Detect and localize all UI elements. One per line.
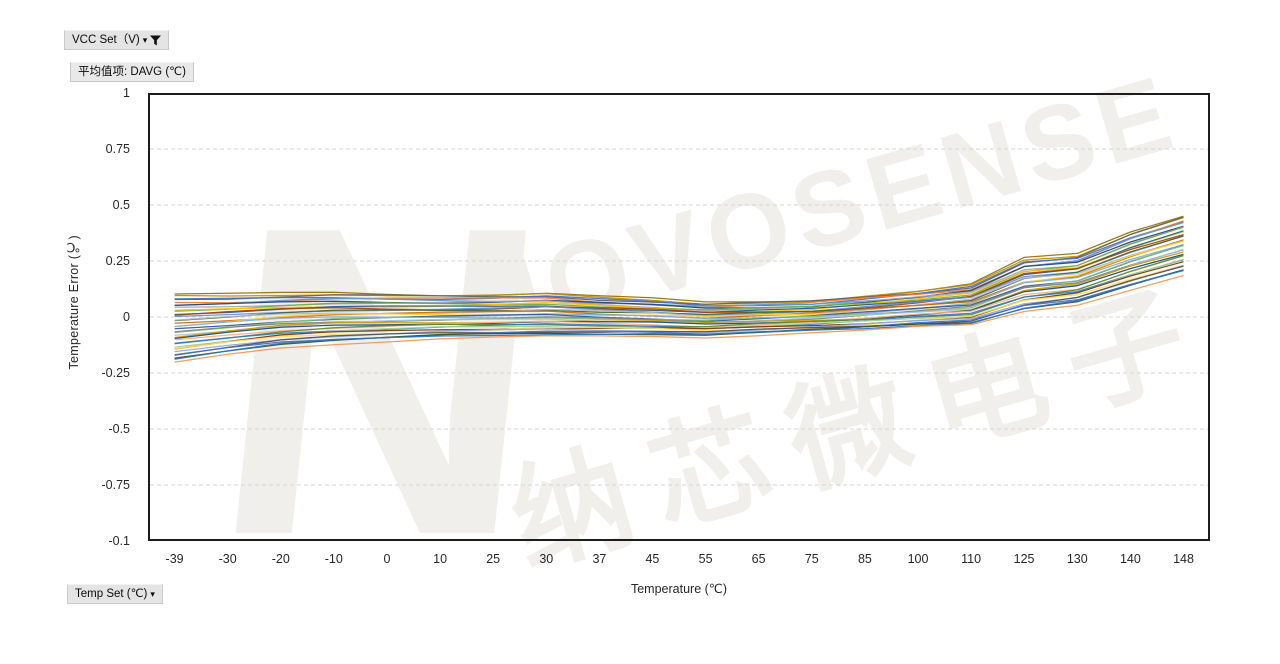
x-tick-label: 85: [857, 552, 872, 566]
plot-border: [148, 93, 1210, 541]
x-tick-label: 65: [751, 552, 766, 566]
x-tick-label: 55: [698, 552, 713, 566]
x-tick-label: -39: [165, 552, 184, 566]
x-tick-label: 110: [961, 552, 982, 566]
average-value-field-label: 平均值项: DAVG (℃): [78, 66, 186, 78]
plot-svg: [148, 93, 1210, 541]
x-tick-label: 30: [539, 552, 554, 566]
y-tick-label: 0.25: [105, 254, 130, 268]
y-tick-label: 0.75: [105, 142, 130, 156]
x-tick-label: 100: [907, 552, 929, 566]
x-tick-label: -30: [218, 552, 237, 566]
series-line-s24: [174, 253, 1184, 340]
average-value-field-button[interactable]: 平均值项: DAVG (℃): [70, 62, 194, 82]
series-line-s11: [174, 230, 1184, 316]
x-axis-tick-labels: -39 -30 -20 -10 0 10 25 30 37 45 55 65 75 85 100 110 125…: [148, 551, 1210, 569]
series-line-s07: [174, 225, 1184, 309]
y-tick-label: 1: [123, 86, 130, 100]
temp-set-field-label: Temp Set (℃): [75, 588, 148, 600]
x-tick-label: -10: [324, 552, 343, 566]
series-line-s01: [174, 215, 1184, 303]
chevron-down-icon: ▾: [142, 35, 148, 45]
x-tick-label: 25: [486, 552, 501, 566]
x-tick-label: 140: [1119, 552, 1141, 566]
series-line-s35: [174, 269, 1184, 360]
x-tick-label: 75: [804, 552, 819, 566]
x-tick-label: 37: [592, 552, 607, 566]
y-tick-label: 0: [123, 310, 130, 324]
y-tick-label: 0.5: [112, 198, 130, 212]
x-axis-title: Temperature (℃): [630, 582, 727, 596]
y-tick-label: -0.25: [101, 366, 131, 380]
series-line-s36: [174, 274, 1184, 363]
y-tick-label: -0.75: [101, 478, 131, 492]
filter-funnel-icon: [150, 35, 162, 46]
x-tick-label: 0: [383, 552, 391, 566]
y-axis-tick-labels: 1 0.75 0.5 0.25 0 -0.25 -0.5 -0.75 -0.1: [58, 86, 138, 548]
x-tick-label: -20: [271, 552, 290, 566]
y-tick-label: -0.5: [108, 422, 130, 436]
y-tick-label: -0.1: [108, 534, 130, 548]
series-line-s18: [174, 243, 1184, 328]
series-line-s30: [174, 264, 1184, 350]
vcc-set-field-button[interactable]: VCC Set（V) ▾: [64, 30, 170, 50]
x-tick-label: 125: [1013, 552, 1035, 566]
vcc-set-field-label: VCC Set（V): [72, 34, 140, 46]
x-tick-label: 10: [433, 552, 448, 566]
y-axis-title: Temperature Error (℃): [67, 235, 81, 370]
series-line-s23: [174, 251, 1184, 339]
x-tick-label: 45: [645, 552, 660, 566]
chevron-down-icon: ▾: [150, 589, 155, 599]
series-line-s12: [174, 233, 1184, 316]
x-tick-label: 148: [1173, 552, 1194, 566]
temp-set-field-button[interactable]: Temp Set (℃) ▾: [67, 584, 163, 604]
x-tick-label: 130: [1066, 552, 1088, 566]
